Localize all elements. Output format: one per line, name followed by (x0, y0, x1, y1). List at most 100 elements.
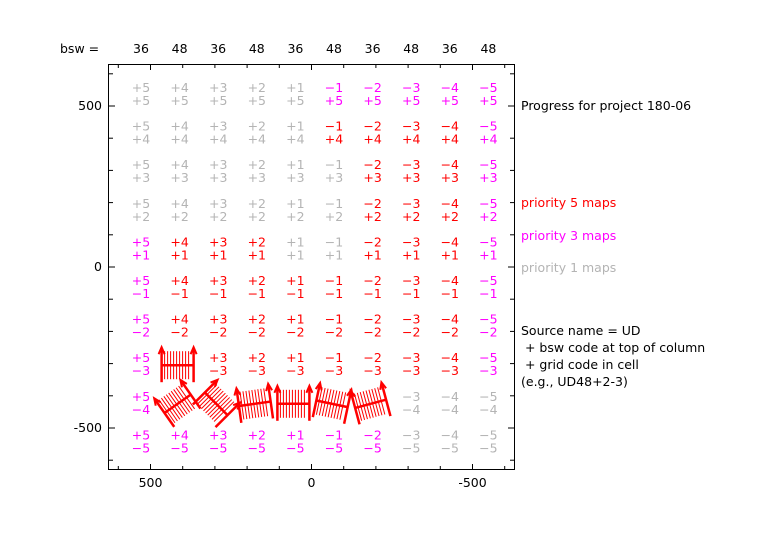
grid-cell: +2+3 (248, 157, 266, 185)
column-code: +1 (286, 427, 304, 442)
row-code: −3 (132, 363, 150, 378)
y-tick-label: 0 (94, 259, 102, 274)
column-code: −3 (402, 80, 420, 95)
row-code: +1 (209, 247, 227, 262)
row-code: −2 (286, 325, 304, 340)
grid-cell: −5+3 (479, 157, 497, 185)
column-code: −5 (479, 427, 497, 442)
grid-cell: +5−2 (132, 312, 150, 340)
column-code: −1 (325, 312, 343, 327)
grid-cell: +1−2 (286, 312, 304, 340)
column-code: +1 (286, 312, 304, 327)
grid-cell: +1+5 (286, 80, 304, 108)
column-code: +2 (248, 196, 266, 211)
column-code: +4 (170, 427, 188, 442)
row-code: +1 (286, 247, 304, 262)
column-code: −1 (325, 119, 343, 134)
column-code: +1 (286, 119, 304, 134)
grid-cell: −4−5 (441, 427, 459, 455)
column-code: +4 (170, 312, 188, 327)
column-code: −5 (479, 119, 497, 134)
row-code: −2 (325, 325, 343, 340)
x-tick-label: 500 (139, 475, 163, 490)
grid-cell: +2+1 (248, 234, 266, 262)
column-code: −1 (325, 196, 343, 211)
row-code: −2 (132, 325, 150, 340)
row-code: +5 (363, 93, 381, 108)
column-code: −4 (441, 312, 459, 327)
column-code: −1 (325, 234, 343, 249)
grid-cell: +4+1 (170, 234, 188, 262)
grid-cell: +4+3 (170, 157, 188, 185)
row-code: −5 (402, 440, 420, 455)
row-code: −1 (170, 286, 188, 301)
grid-cell: −2−1 (363, 273, 381, 301)
grid-cell: −5−5 (479, 427, 497, 455)
column-code: −3 (402, 273, 420, 288)
grid-cell: +5−1 (132, 273, 150, 301)
column-code: −5 (479, 273, 497, 288)
column-code: −3 (402, 119, 420, 134)
column-code: +4 (170, 196, 188, 211)
grid-cell: +4−5 (170, 427, 188, 455)
row-code: +2 (209, 209, 227, 224)
grid-cell: +2+4 (248, 119, 266, 147)
row-code: −5 (363, 440, 381, 455)
column-code: −1 (325, 273, 343, 288)
grid-cell: −1+1 (325, 234, 343, 262)
grid-cell: −3+1 (402, 234, 420, 262)
source-line-2: + bsw code at top of column (521, 340, 705, 355)
row-code: +1 (363, 247, 381, 262)
grid-cell: −1−1 (325, 273, 343, 301)
row-code: −1 (248, 286, 266, 301)
grid-cell: +2−3 (248, 350, 266, 378)
column-code: −3 (402, 427, 420, 442)
column-code: −2 (363, 312, 381, 327)
completed-map-icon (157, 344, 198, 383)
grid-cell: +1−1 (286, 273, 304, 301)
row-code: +2 (248, 209, 266, 224)
column-code: −3 (402, 312, 420, 327)
grid-cell: +2−2 (248, 312, 266, 340)
row-code: +5 (402, 93, 420, 108)
column-code: +1 (286, 196, 304, 211)
row-code: −5 (132, 440, 150, 455)
grid-cell: −5+5 (479, 80, 497, 108)
grid-cell: −5−2 (479, 312, 497, 340)
column-code: +4 (170, 234, 188, 249)
row-code: +3 (132, 170, 150, 185)
row-code: −2 (479, 325, 497, 340)
grid-cell: −4+1 (441, 234, 459, 262)
column-code: +3 (209, 80, 227, 95)
grid-cell: +3−1 (209, 273, 227, 301)
grid-cell: −2+1 (363, 234, 381, 262)
grid-cell: +4+2 (170, 196, 188, 224)
row-code: +1 (402, 247, 420, 262)
row-code: +2 (132, 209, 150, 224)
row-code: −1 (286, 286, 304, 301)
row-code: −2 (402, 325, 420, 340)
column-code: +2 (248, 350, 266, 365)
row-code: +2 (479, 209, 497, 224)
row-code: +4 (402, 132, 420, 147)
grid-cell: −1+4 (325, 119, 343, 147)
y-tick-label: -500 (74, 420, 102, 435)
grid-cell: +5−5 (132, 427, 150, 455)
column-code: +1 (286, 234, 304, 249)
row-code: −5 (209, 440, 227, 455)
grid-cell: +5+3 (132, 157, 150, 185)
row-code: +3 (363, 170, 381, 185)
completed-map-icon (233, 381, 275, 424)
row-code: −1 (209, 286, 227, 301)
row-code: +1 (325, 247, 343, 262)
column-code: +2 (248, 427, 266, 442)
row-code: −4 (479, 402, 497, 417)
column-code: −4 (441, 157, 459, 172)
row-code: −1 (441, 286, 459, 301)
row-code: −3 (248, 363, 266, 378)
column-code: +3 (209, 273, 227, 288)
column-code: −4 (441, 196, 459, 211)
grid-cell: −4−1 (441, 273, 459, 301)
grid-cell: +2+2 (248, 196, 266, 224)
column-code: +2 (248, 234, 266, 249)
